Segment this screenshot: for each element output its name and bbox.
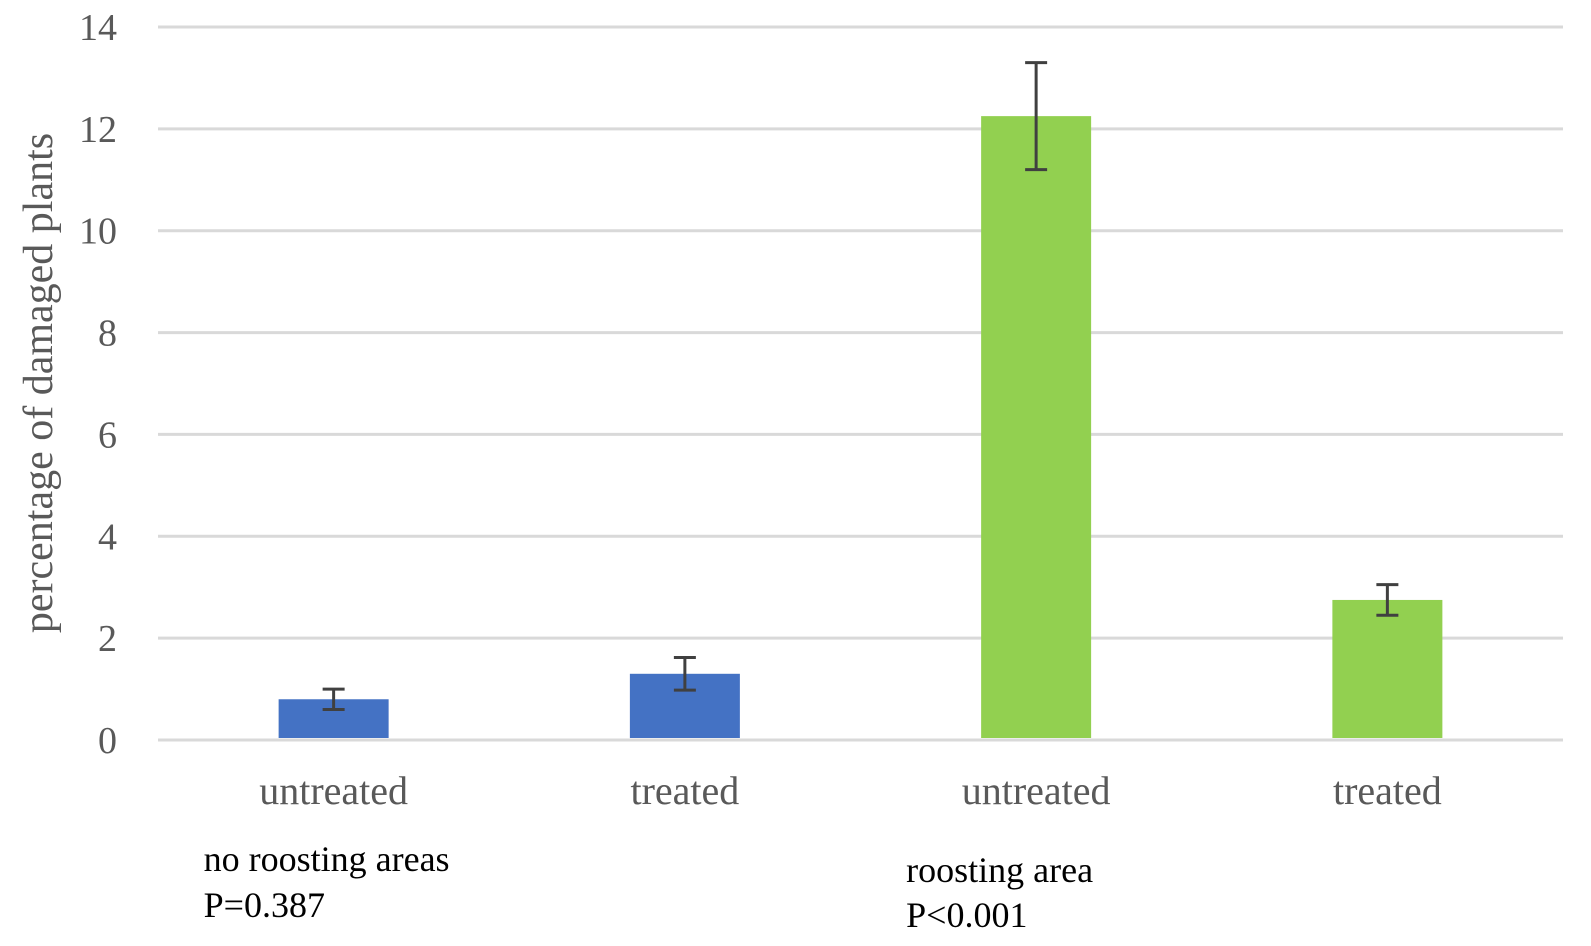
group-p-value: P<0.001 <box>906 895 1027 935</box>
y-axis-ticks: 0 2 4 6 8 10 12 14 <box>79 7 117 762</box>
bar-2 <box>981 116 1092 738</box>
y-tick-label: 12 <box>79 109 117 151</box>
group-p-value: P=0.387 <box>204 885 325 925</box>
gridlines <box>158 25 1563 742</box>
y-tick-label: 6 <box>98 414 117 456</box>
error-bars <box>322 61 1399 711</box>
y-tick-label: 10 <box>79 211 117 253</box>
y-tick-label: 2 <box>98 618 117 660</box>
category-label: treated <box>630 768 739 813</box>
category-label: untreated <box>259 768 408 813</box>
bars <box>278 116 1443 738</box>
group-label: no roosting areas <box>204 839 450 879</box>
bar-3 <box>1332 599 1443 738</box>
error-bar-1 <box>673 655 696 692</box>
group-labels: no roosting areas P=0.387 roosting area P<0… <box>204 839 1093 935</box>
y-tick-label: 0 <box>98 720 117 762</box>
y-axis-label: percentage of damaged plants <box>16 133 62 633</box>
y-tick-label: 14 <box>79 7 117 49</box>
y-tick-label: 4 <box>98 516 117 558</box>
error-bar-2 <box>1025 61 1048 172</box>
error-bar-3 <box>1376 583 1399 617</box>
category-labels: untreated treated untreated treated <box>259 768 1442 813</box>
category-label: untreated <box>962 768 1111 813</box>
error-bar-0 <box>322 687 345 711</box>
category-label: treated <box>1333 768 1442 813</box>
group-label: roosting area <box>906 850 1093 890</box>
y-tick-label: 8 <box>98 313 117 355</box>
